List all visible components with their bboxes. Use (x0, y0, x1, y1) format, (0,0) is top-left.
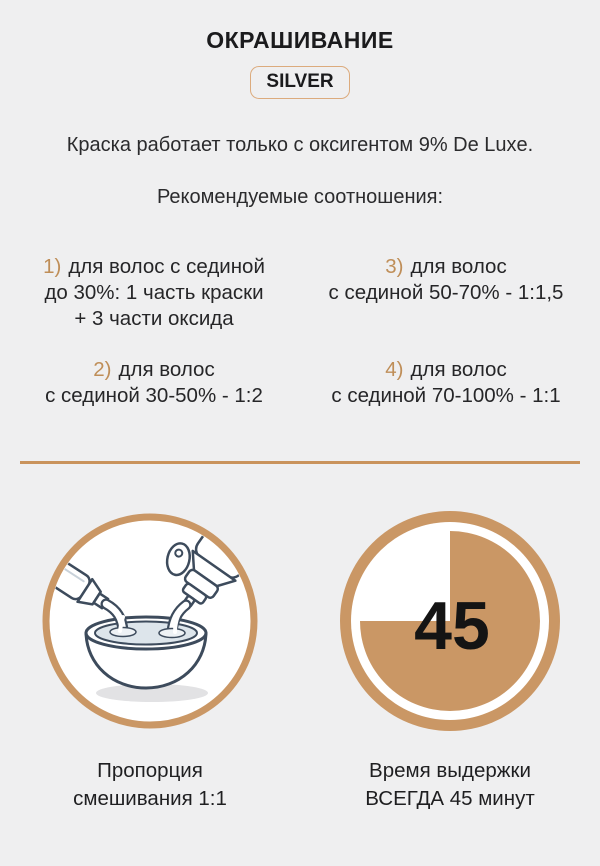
divider-line (20, 461, 580, 464)
caption-line: Время выдержки (369, 759, 531, 782)
ratio-line: до 30%: 1 часть краски (44, 281, 264, 304)
ratio-text: для волос (410, 358, 507, 381)
silver-badge: SILVER (250, 66, 350, 99)
ratio-line: 3) для волос (300, 254, 592, 280)
caption-line: Пропорция (97, 759, 203, 782)
mixing-caption: Пропорция смешивания 1:1 (0, 757, 300, 813)
ratios-heading: Рекомендуемые соотношения: (156, 186, 444, 208)
timer-figure: 45 Время выдержки ВСЕГДА 45 минут (300, 511, 600, 813)
ratio-item-2: 2) для волос с сединой 30-50% - 1:2 (8, 357, 300, 409)
caption-line: смешивания 1:1 (73, 787, 227, 810)
ratio-line: с сединой 50-70% - 1:1,5 (328, 281, 564, 304)
ratio-number: 4) (385, 358, 404, 381)
page-title: ОКРАШИВАНИЕ (206, 27, 394, 53)
mixing-bowl-illustration (42, 513, 258, 729)
figure-row: Пропорция смешивания 1:1 45 Время выдерж… (0, 511, 600, 813)
ratio-number: 3) (385, 255, 404, 278)
ratio-line: 4) для волос (300, 357, 592, 383)
timer-value: 45 (414, 588, 490, 664)
ratio-line: с сединой 70-100% - 1:1 (331, 384, 561, 407)
flip-cap-lid (165, 542, 191, 577)
ratio-item-1: 1) для волос с сединой до 30%: 1 часть кр… (8, 254, 300, 332)
ratio-text: для волос (118, 358, 215, 381)
ratio-line: 1) для волос с сединой (8, 254, 300, 280)
ratio-number: 1) (43, 255, 62, 278)
ratio-text: для волос (410, 255, 507, 278)
timer-caption: Время выдержки ВСЕГДА 45 минут (300, 757, 600, 813)
ratio-line: + 3 части оксида (74, 307, 234, 330)
ratio-number: 2) (93, 358, 112, 381)
caption-line: ВСЕГДА 45 минут (365, 787, 535, 810)
mixing-figure: Пропорция смешивания 1:1 (0, 511, 300, 813)
intro-text: Краска работает только с оксигентом 9% D… (66, 134, 534, 156)
ratio-line: с сединой 30-50% - 1:2 (45, 384, 263, 407)
ratio-item-4: 4) для волос с сединой 70-100% - 1:1 (300, 357, 592, 409)
ratio-text: для волос с сединой (68, 255, 265, 278)
ratio-item-3: 3) для волос с сединой 50-70% - 1:1,5 (300, 254, 592, 332)
ratio-grid: 1) для волос с сединой до 30%: 1 часть кр… (0, 254, 600, 409)
ratio-line: 2) для волос (8, 357, 300, 383)
timer-pie-icon: 45 (340, 511, 560, 731)
